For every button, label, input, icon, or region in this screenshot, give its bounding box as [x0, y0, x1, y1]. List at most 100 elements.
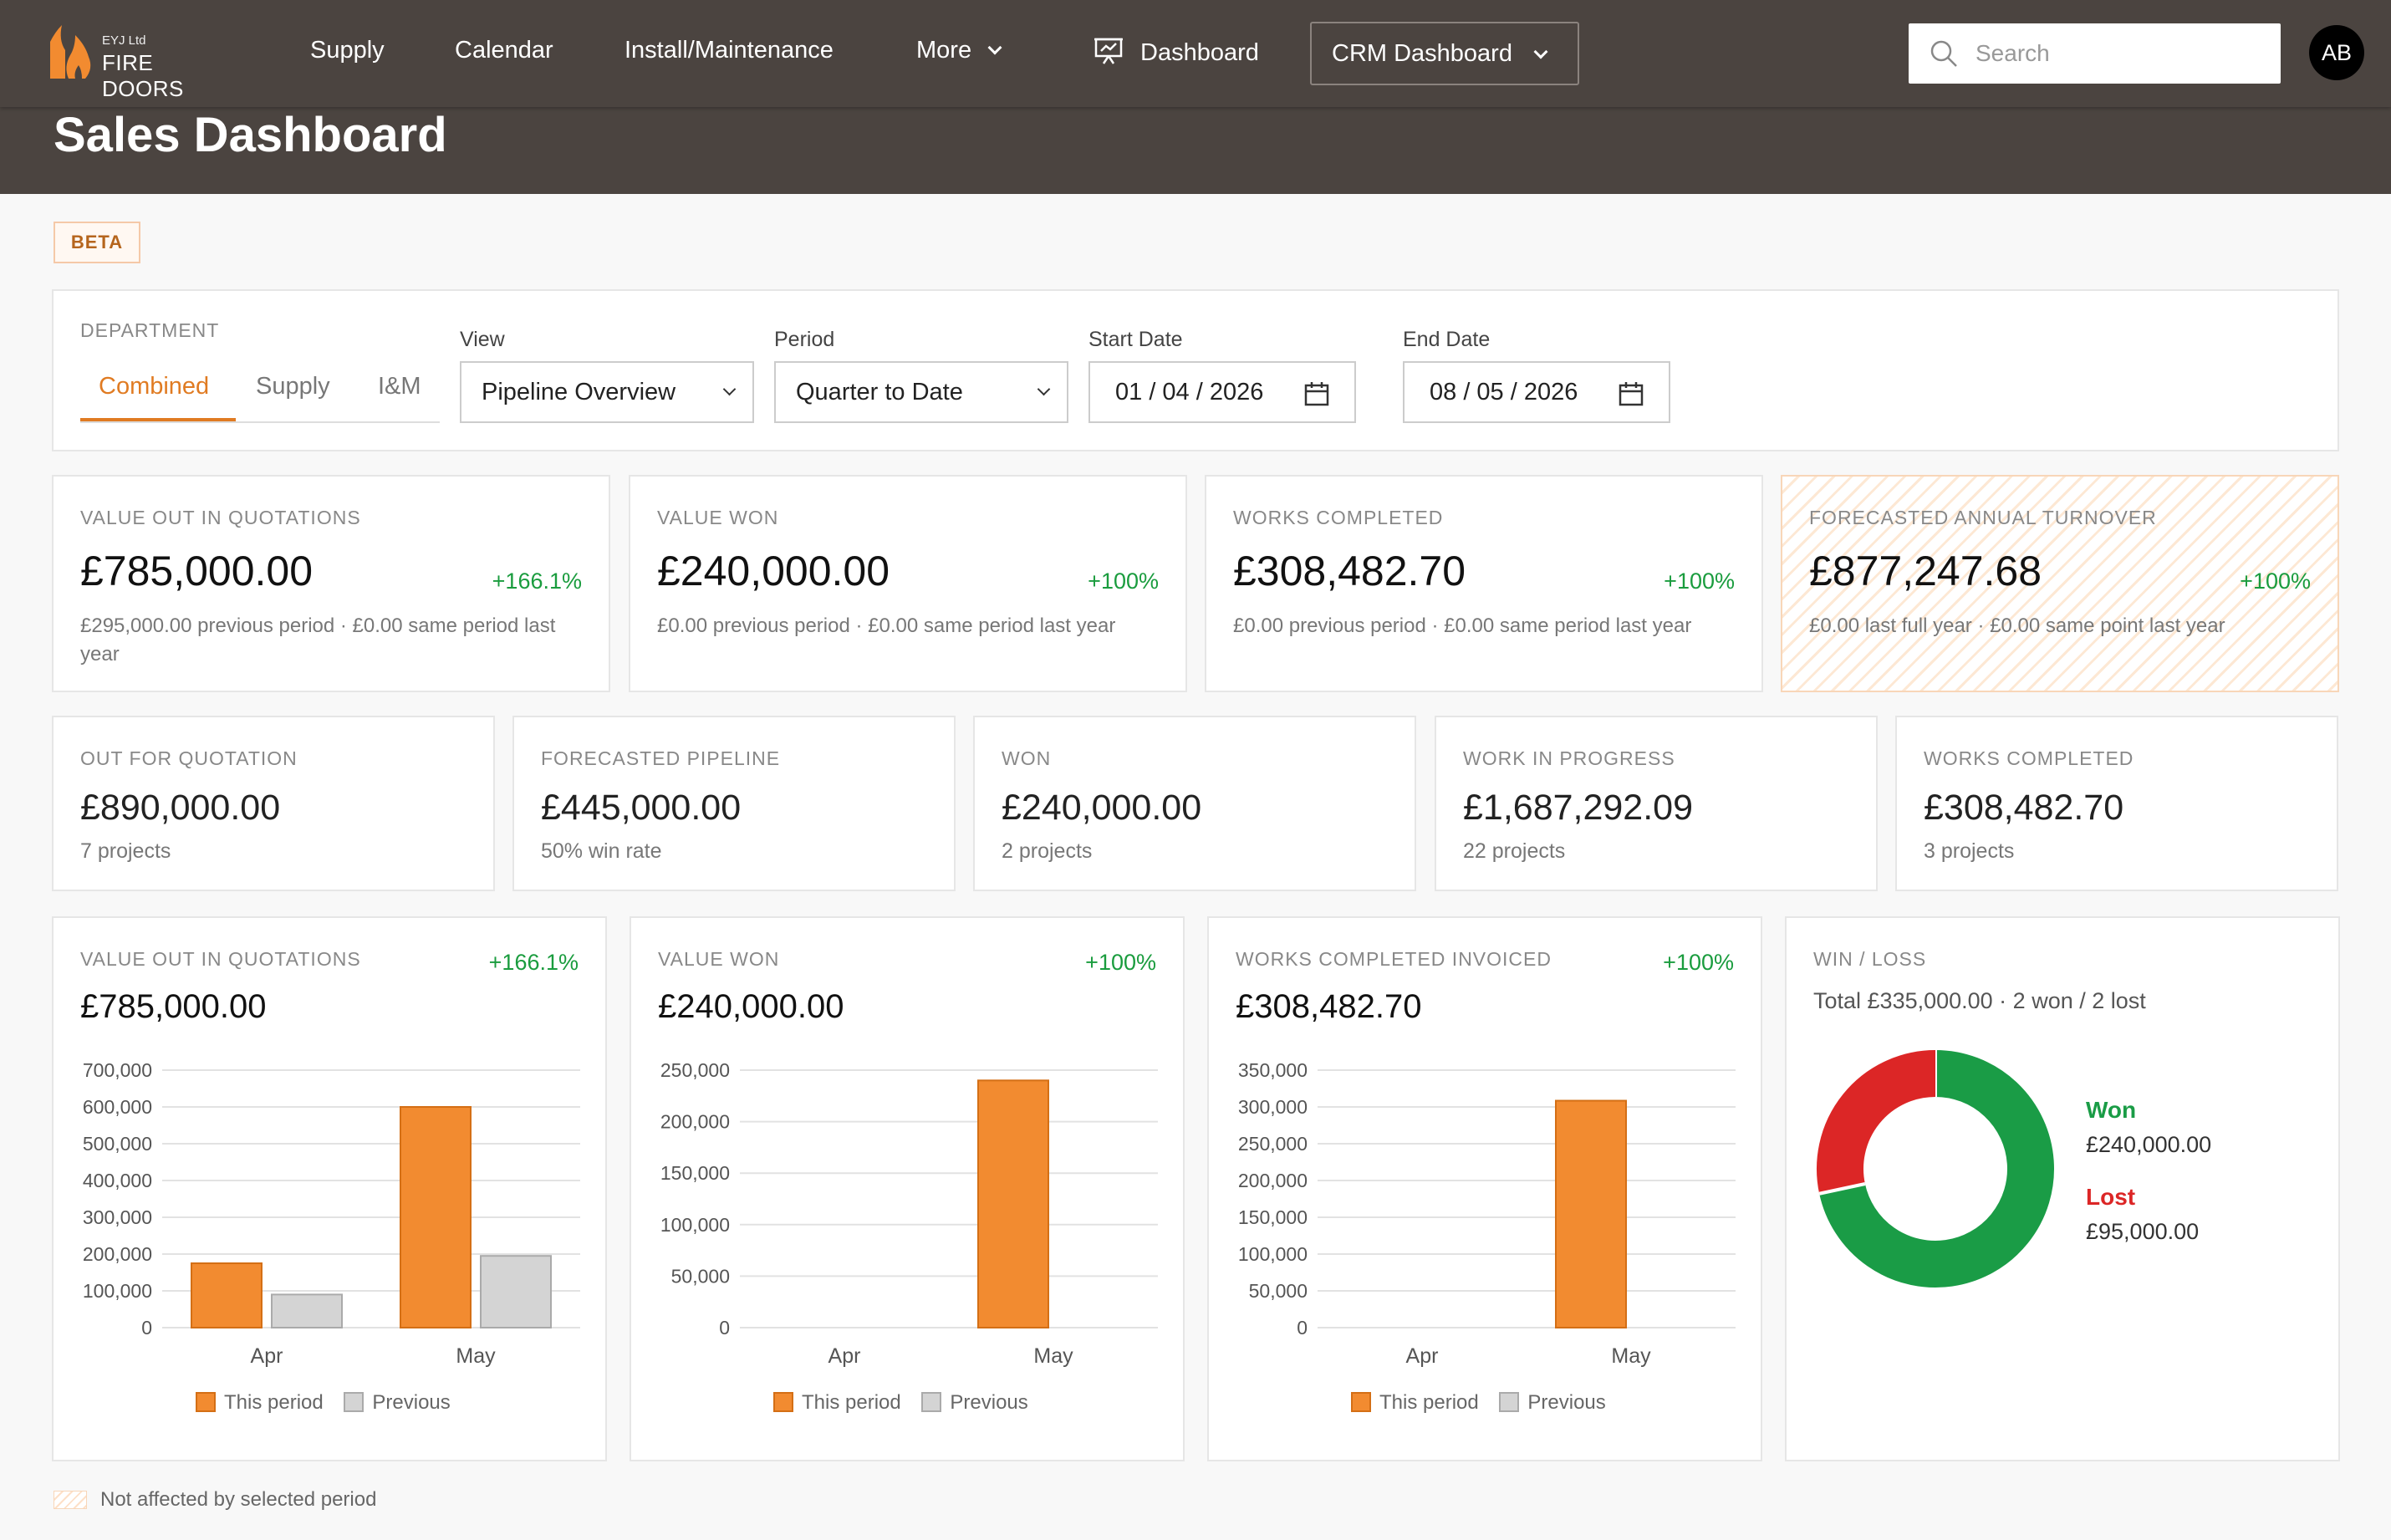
- x-tick-label: May: [1611, 1344, 1651, 1368]
- x-tick-label: May: [1033, 1344, 1073, 1368]
- beta-badge: BETA: [54, 222, 140, 263]
- chart-label: WORKS COMPLETED INVOICED: [1236, 948, 1552, 970]
- stat-value: £240,000.00: [1002, 788, 1202, 828]
- bar-previous-apr[interactable]: [271, 1293, 343, 1328]
- department-tabs: Combined Supply I&M: [80, 373, 440, 423]
- legend-this-label: This period: [1379, 1391, 1479, 1414]
- chart-legend: This period Previous: [773, 1391, 1028, 1415]
- calendar-icon[interactable]: [1304, 381, 1329, 406]
- footnote-text: Not affected by selected period: [100, 1488, 377, 1511]
- chart-label: VALUE OUT IN QUOTATIONS: [80, 948, 361, 970]
- nav-more[interactable]: More: [916, 37, 1002, 64]
- kpi-change: +100%: [1088, 569, 1159, 594]
- stat-label: OUT FOR QUOTATION: [80, 747, 298, 769]
- chart-card-win-loss: WIN / LOSS Total £335,000.00 · 2 won / 2…: [1785, 916, 2340, 1461]
- legend-previous-label: Previous: [372, 1391, 451, 1414]
- kpi-card-works-completed: WORKS COMPLETED £308,482.70 +100% £0.00 …: [1205, 475, 1763, 692]
- donut-separator: [1818, 1182, 1866, 1196]
- search-icon: [1930, 40, 1957, 67]
- kpi-label: WORKS COMPLETED: [1233, 507, 1444, 528]
- end-date-label: End Date: [1403, 328, 1491, 351]
- start-date-input[interactable]: 01 / 04 / 2026: [1088, 361, 1356, 423]
- logo-small-text: EYJ Ltd: [102, 33, 146, 48]
- kpi-label: FORECASTED ANNUAL TURNOVER: [1809, 507, 2157, 528]
- search-input[interactable]: Search: [1909, 23, 2281, 84]
- kpi-value: £308,482.70: [1233, 548, 1466, 594]
- bar-this-period-may[interactable]: [977, 1079, 1049, 1328]
- bar-this-period-apr[interactable]: [191, 1262, 263, 1328]
- kpi-label: VALUE OUT IN QUOTATIONS: [80, 507, 361, 528]
- nav-supply[interactable]: Supply: [310, 37, 385, 64]
- tab-im[interactable]: I&M: [378, 373, 421, 400]
- lost-amount: £95,000.00: [2086, 1219, 2200, 1244]
- y-tick-label: 100,000: [83, 1280, 152, 1302]
- stat-value: £308,482.70: [1924, 788, 2124, 828]
- stat-sub: 3 projects: [1924, 839, 2015, 863]
- tab-supply[interactable]: Supply: [256, 373, 330, 400]
- view-select[interactable]: Pipeline Overview: [460, 361, 754, 423]
- stat-card-won: WON £240,000.00 2 projects: [973, 716, 1416, 891]
- y-tick-label: 300,000: [83, 1206, 152, 1228]
- won-amount: £240,000.00: [2086, 1132, 2212, 1157]
- kpi-value: £785,000.00: [80, 548, 314, 594]
- nav-calendar[interactable]: Calendar: [455, 37, 553, 64]
- view-select-value: Pipeline Overview: [482, 379, 676, 405]
- stat-label: WORK IN PROGRESS: [1463, 747, 1675, 769]
- kpi-sub: £0.00 previous period · £0.00 same perio…: [1233, 614, 1692, 637]
- page-title: Sales Dashboard: [54, 108, 447, 162]
- tab-combined[interactable]: Combined: [99, 373, 210, 400]
- bar-previous-may[interactable]: [480, 1255, 552, 1328]
- kpi-card-value-won: VALUE WON £240,000.00 +100% £0.00 previo…: [629, 475, 1187, 692]
- y-tick-label: 100,000: [660, 1214, 730, 1236]
- chevron-down-icon: [722, 382, 737, 396]
- crm-dashboard-dropdown[interactable]: CRM Dashboard: [1310, 22, 1579, 85]
- kpi-change: +100%: [1664, 569, 1735, 594]
- department-label: DEPARTMENT: [80, 319, 220, 341]
- flame-logo-icon: [50, 25, 91, 79]
- x-tick-label: Apr: [251, 1344, 283, 1368]
- calendar-icon[interactable]: [1619, 381, 1644, 406]
- period-select[interactable]: Quarter to Date: [774, 361, 1068, 423]
- kpi-change: +100%: [2240, 569, 2311, 594]
- chart-legend: This period Previous: [196, 1391, 451, 1415]
- top-navbar: EYJ Ltd FIRE DOORS Supply Calendar Insta…: [0, 0, 2391, 107]
- nav-dashboard-label: Dashboard: [1140, 39, 1259, 66]
- donut-slice-won[interactable]: [1819, 1050, 2054, 1288]
- bar-this-period-may[interactable]: [400, 1106, 472, 1328]
- nav-install-maintenance[interactable]: Install/Maintenance: [625, 37, 834, 64]
- kpi-change: +166.1%: [492, 569, 582, 594]
- chevron-down-icon: [987, 40, 1002, 55]
- y-tick-label: 50,000: [1249, 1280, 1308, 1302]
- stat-label: WON: [1002, 747, 1052, 769]
- y-tick-label: 150,000: [660, 1162, 730, 1184]
- y-tick-label: 0: [1297, 1317, 1308, 1339]
- lost-legend-label: Lost: [2086, 1184, 2136, 1210]
- chart-value: £785,000.00: [80, 988, 267, 1025]
- legend-swatch-this: [773, 1392, 793, 1412]
- donut-slice-lost[interactable]: [1817, 1050, 1936, 1194]
- y-tick-label: 200,000: [660, 1111, 730, 1133]
- legend-swatch-this: [196, 1392, 216, 1412]
- y-tick-label: 700,000: [83, 1059, 152, 1081]
- start-date-value: 01 / 04 / 2026: [1115, 379, 1264, 405]
- bar-chart-value-won: 0 50,000 100,000 150,000 200,000 250,000 Apr Ma…: [660, 1059, 1158, 1368]
- avatar[interactable]: AB: [2309, 25, 2364, 80]
- logo-big-text: FIRE DOORS: [102, 50, 184, 101]
- legend-this-label: This period: [802, 1391, 901, 1414]
- stat-sub: 50% win rate: [541, 839, 662, 863]
- x-tick-label: Apr: [828, 1344, 861, 1368]
- stat-sub: 7 projects: [80, 839, 171, 863]
- company-logo[interactable]: EYJ Ltd FIRE DOORS: [47, 25, 231, 101]
- end-date-input[interactable]: 08 / 05 / 2026: [1403, 361, 1670, 423]
- y-tick-label: 0: [719, 1317, 730, 1339]
- bar-this-period-may[interactable]: [1555, 1099, 1627, 1329]
- legend-swatch-this: [1351, 1392, 1371, 1412]
- chart-label: VALUE WON: [658, 948, 780, 970]
- y-tick-label: 400,000: [83, 1170, 152, 1191]
- stat-card-out-for-quotation: OUT FOR QUOTATION £890,000.00 7 projects: [52, 716, 495, 891]
- kpi-label: VALUE WON: [657, 507, 779, 528]
- chart-legend: This period Previous: [1351, 1391, 1606, 1415]
- stat-label: WORKS COMPLETED: [1924, 747, 2134, 769]
- nav-dashboard[interactable]: Dashboard: [1094, 37, 1259, 67]
- legend-previous-label: Previous: [1527, 1391, 1606, 1414]
